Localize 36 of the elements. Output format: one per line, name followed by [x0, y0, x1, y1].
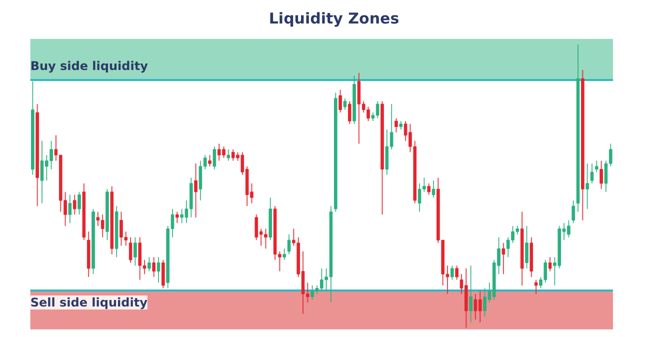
candlestick: [338, 89, 342, 114]
candlestick: [432, 180, 436, 198]
candlestick: [502, 242, 506, 275]
candlestick: [525, 225, 528, 269]
ref-line-label: Buy side liquidity: [30, 58, 148, 73]
candlestick: [548, 256, 552, 272]
candlestick: [134, 236, 137, 266]
candlestick: [176, 211, 179, 224]
candlestick: [534, 279, 538, 294]
candlestick: [68, 194, 72, 224]
candlestick: [394, 118, 398, 133]
candlestick: [212, 146, 216, 170]
candlestick: [282, 248, 286, 260]
candlestick: [148, 256, 151, 272]
candlestick: [162, 259, 165, 289]
candlestick: [128, 236, 132, 264]
chart-title: Liquidity Zones: [268, 10, 400, 28]
candlestick: [427, 182, 430, 196]
candlestick: [72, 194, 76, 216]
candlestick: [156, 256, 160, 284]
candlestick: [455, 265, 458, 280]
candlestick: [600, 160, 603, 190]
candlestick: [208, 154, 212, 167]
candlestick: [152, 256, 156, 278]
candlestick: [469, 265, 472, 323]
candlestick: [595, 160, 598, 173]
candlestick: [78, 191, 81, 216]
candlestick: [590, 163, 594, 184]
candlestick: [450, 265, 454, 280]
candlestick: [348, 100, 352, 124]
candlestick: [226, 148, 230, 162]
candlestick: [343, 98, 347, 110]
ref-line-label: Sell side liquidity: [30, 296, 148, 310]
candlestick: [194, 163, 198, 218]
candlestick: [572, 200, 575, 224]
candlestick: [586, 163, 589, 210]
